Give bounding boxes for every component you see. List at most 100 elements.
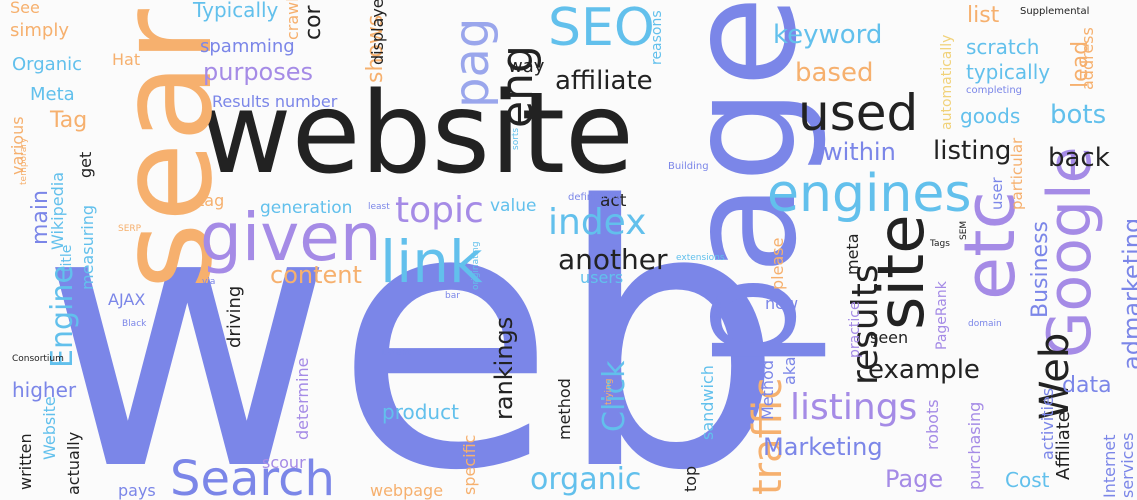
- cloud-word: example: [868, 355, 980, 385]
- cloud-word: cor: [301, 5, 326, 40]
- cloud-word: admarketing: [1118, 217, 1137, 370]
- cloud-word: get: [76, 151, 95, 178]
- cloud-word: measuring: [78, 204, 97, 290]
- cloud-word: affiliate: [555, 66, 653, 96]
- cloud-word: another: [558, 243, 668, 276]
- cloud-word: index: [548, 202, 647, 243]
- cloud-word: meta: [843, 233, 862, 275]
- cloud-word: purposes: [203, 58, 314, 86]
- cloud-word: displayed: [368, 0, 387, 65]
- cloud-word: robots: [923, 399, 942, 450]
- cloud-word: Black: [122, 319, 147, 329]
- cloud-word: purchasing: [965, 401, 984, 490]
- cloud-word: data: [1062, 373, 1112, 398]
- cloud-word: SEO: [548, 0, 655, 58]
- cloud-word: bots: [1050, 100, 1107, 130]
- cloud-word: Tags: [930, 239, 950, 249]
- cloud-word: generation: [260, 198, 353, 218]
- cloud-word: completing: [966, 85, 1023, 96]
- cloud-word: originating: [471, 241, 481, 290]
- cloud-word: Organic: [12, 54, 83, 75]
- cloud-word: Cost: [1005, 468, 1050, 492]
- cloud-word: least: [368, 202, 390, 212]
- cloud-word: See: [10, 0, 40, 17]
- cloud-word: new: [765, 294, 799, 313]
- cloud-word: Business: [1028, 220, 1053, 318]
- cloud-word: aka: [780, 356, 799, 385]
- cloud-word: Marketing: [763, 433, 883, 461]
- cloud-word: given: [200, 199, 382, 276]
- cloud-word: crawl: [283, 0, 302, 40]
- cloud-word: back: [1048, 143, 1110, 173]
- cloud-word: Results number: [212, 92, 338, 111]
- cloud-word: website: [200, 69, 634, 199]
- cloud-word: Engine: [45, 265, 80, 368]
- cloud-word: Search: [170, 451, 335, 500]
- cloud-word: value: [490, 196, 537, 216]
- cloud-word: listings: [790, 387, 918, 428]
- cloud-word: domain: [968, 319, 1002, 329]
- cloud-word: bar: [445, 291, 460, 301]
- cloud-word: used: [798, 84, 919, 142]
- cloud-word: rank: [714, 297, 724, 318]
- cloud-word: temporary: [19, 137, 29, 185]
- cloud-word: typically: [966, 60, 1051, 84]
- cloud-word: automatically: [939, 34, 955, 130]
- cloud-word: seen: [870, 328, 909, 347]
- cloud-word: Tag: [50, 108, 88, 133]
- cloud-word: tag: [198, 191, 225, 210]
- cloud-word: content: [270, 261, 362, 289]
- cloud-word: reasons: [649, 10, 665, 65]
- cloud-word: Method: [758, 359, 777, 420]
- cloud-word: PageRank: [934, 281, 950, 350]
- cloud-word: link: [380, 228, 483, 296]
- cloud-word: scratch: [966, 35, 1040, 59]
- cloud-word: spamming: [200, 36, 295, 57]
- cloud-word: determine: [293, 357, 312, 440]
- cloud-word: method: [555, 378, 574, 440]
- cloud-word: webpage: [370, 481, 444, 500]
- cloud-word: higher: [12, 378, 77, 402]
- cloud-word: please: [768, 237, 787, 290]
- cloud-word: way: [508, 56, 545, 77]
- cloud-word: extensions: [676, 253, 725, 263]
- cloud-word: goods: [960, 104, 1021, 128]
- cloud-word: Consortium: [12, 354, 64, 364]
- cloud-word: written: [16, 433, 35, 490]
- cloud-word: Hat: [112, 50, 141, 69]
- cloud-word: SEM: [959, 220, 969, 240]
- cloud-word: Affiliate: [1053, 411, 1074, 480]
- cloud-word: Typically: [193, 0, 279, 22]
- cloud-word: keyword: [773, 20, 883, 50]
- cloud-word: web: [40, 130, 785, 500]
- cloud-word: practice: [847, 301, 863, 358]
- cloud-word: driving: [224, 285, 245, 348]
- cloud-word: engines: [767, 164, 972, 224]
- cloud-word: services: [1118, 432, 1137, 498]
- cloud-word: particular: [1008, 137, 1026, 210]
- cloud-word: organic: [530, 462, 642, 497]
- cloud-word: Building: [668, 161, 709, 172]
- cloud-word: Meta: [30, 84, 75, 105]
- cloud-word: act: [600, 191, 627, 211]
- cloud-word: rankings: [490, 316, 518, 420]
- cloud-word: list: [967, 3, 1000, 28]
- cloud-word: Supplemental: [1020, 6, 1090, 17]
- cloud-word: Wikipedia: [48, 171, 67, 250]
- cloud-word: sorts: [511, 127, 521, 150]
- cloud-word: address: [1078, 27, 1097, 90]
- cloud-word: scour: [262, 453, 306, 472]
- cloud-word: pays: [118, 481, 156, 500]
- cloud-word: simply: [10, 20, 69, 41]
- cloud-word: definitions: [568, 192, 621, 203]
- cloud-word: product: [382, 400, 459, 424]
- cloud-word: based: [795, 58, 874, 88]
- cloud-word: Latent: [382, 348, 411, 358]
- cloud-word: listing: [933, 136, 1012, 166]
- cloud-word: topic: [395, 190, 484, 231]
- cloud-word: Page: [885, 465, 944, 493]
- cloud-word: sandwich: [698, 365, 717, 440]
- cloud-word: via: [202, 277, 216, 287]
- cloud-word: Internet: [1100, 434, 1119, 498]
